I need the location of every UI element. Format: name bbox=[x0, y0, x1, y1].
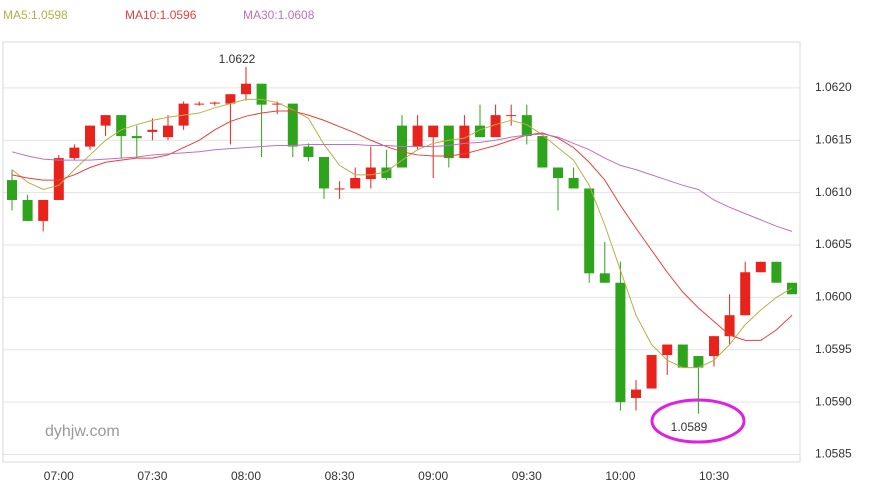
y-tick-label: 1.0590 bbox=[815, 394, 852, 408]
candle-body bbox=[194, 103, 205, 105]
candle-body bbox=[584, 188, 595, 274]
candle-body bbox=[178, 103, 189, 126]
x-tick-label: 08:00 bbox=[231, 469, 261, 483]
candle-body bbox=[646, 355, 657, 389]
candle-body bbox=[537, 136, 548, 168]
candle-body bbox=[771, 261, 782, 283]
candle-body bbox=[53, 158, 64, 200]
candle-body bbox=[521, 115, 532, 137]
candle-body bbox=[677, 344, 688, 368]
candle-body bbox=[241, 83, 251, 95]
candle-body bbox=[225, 94, 236, 104]
candle-body bbox=[365, 167, 376, 180]
legend-entry: MA5:1.0598 bbox=[3, 8, 68, 22]
plot-frame bbox=[2, 41, 801, 463]
candle-body bbox=[490, 115, 501, 138]
candle-body bbox=[459, 125, 470, 159]
y-tick-label: 1.0585 bbox=[815, 447, 852, 461]
x-tick-label: 07:00 bbox=[44, 469, 74, 483]
candle-body bbox=[599, 273, 610, 283]
candle-body bbox=[443, 125, 454, 159]
candle-body bbox=[256, 83, 267, 105]
x-tick-label: 08:30 bbox=[325, 469, 355, 483]
candle-body bbox=[568, 177, 579, 189]
y-tick-label: 1.0600 bbox=[815, 290, 852, 304]
candle-body bbox=[428, 125, 439, 138]
candle-body bbox=[334, 188, 345, 190]
x-tick-label: 10:00 bbox=[605, 469, 635, 483]
y-tick-label: 1.0610 bbox=[815, 185, 852, 199]
x-tick-label: 09:30 bbox=[512, 469, 542, 483]
legend-entry: MA10:1.0596 bbox=[125, 8, 197, 22]
y-tick-label: 1.0595 bbox=[815, 342, 852, 356]
y-tick-label: 1.0620 bbox=[815, 80, 852, 94]
candle-body bbox=[287, 103, 298, 147]
candle-body bbox=[709, 336, 719, 357]
candle-body bbox=[740, 272, 751, 316]
candle-body bbox=[147, 129, 158, 132]
x-tick-label: 10:30 bbox=[699, 469, 729, 483]
candle-body bbox=[615, 282, 626, 403]
candle-body bbox=[631, 389, 641, 398]
candle-body bbox=[131, 136, 142, 139]
ma-line bbox=[11, 133, 793, 232]
candle-body bbox=[7, 180, 17, 200]
x-tick-label: 07:30 bbox=[137, 469, 167, 483]
candle-body bbox=[475, 125, 485, 138]
candle-body bbox=[381, 167, 392, 178]
candle-body bbox=[303, 146, 314, 158]
candle-body bbox=[412, 125, 423, 147]
candle-body bbox=[724, 315, 735, 337]
y-tick-label: 1.0605 bbox=[815, 237, 852, 251]
candle-body bbox=[272, 103, 283, 105]
candle-body bbox=[755, 261, 766, 273]
low-annotation: 1.0589 bbox=[671, 420, 708, 434]
y-tick-label: 1.0615 bbox=[815, 132, 852, 146]
candle-body bbox=[22, 199, 33, 221]
candle-body bbox=[553, 167, 563, 178]
candle-body bbox=[319, 157, 329, 189]
candle-body bbox=[69, 147, 80, 159]
ma-line bbox=[11, 110, 793, 341]
legend-entry: MA30:1.0608 bbox=[243, 8, 315, 22]
candle-body bbox=[662, 344, 673, 356]
candle-body bbox=[38, 199, 49, 221]
watermark: dyhjw.com bbox=[45, 423, 120, 440]
high-annotation: 1.0622 bbox=[219, 52, 256, 66]
ma-line bbox=[11, 98, 793, 369]
candle-body bbox=[100, 115, 111, 126]
candle-body bbox=[693, 356, 704, 368]
candle-body bbox=[85, 125, 95, 147]
x-tick-label: 09:00 bbox=[418, 469, 448, 483]
candle-body bbox=[116, 115, 127, 137]
candle-body bbox=[209, 102, 220, 104]
candle-body bbox=[163, 125, 173, 138]
candle-body bbox=[506, 115, 517, 117]
candle-body bbox=[350, 177, 361, 189]
